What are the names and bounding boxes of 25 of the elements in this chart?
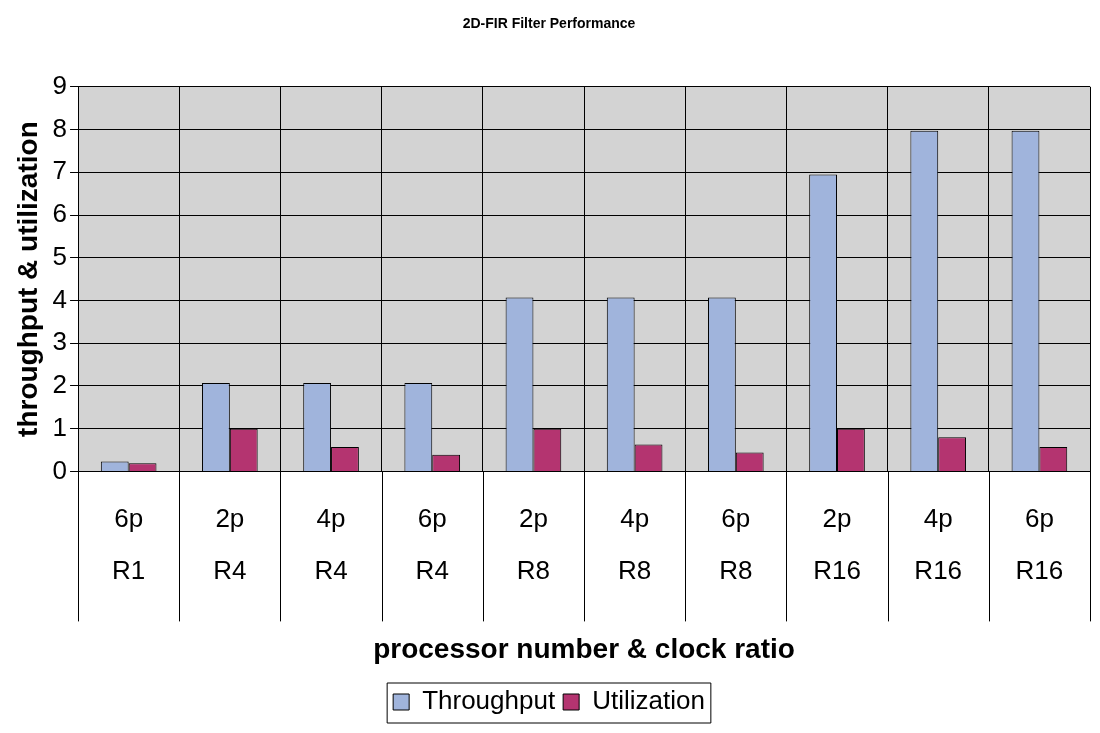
x-tick-label: 4p R8 (618, 502, 652, 585)
y-tick-label: 9 (52, 69, 68, 100)
x-tick-label: 2p R8 (516, 502, 551, 585)
y-axis-title: throughput & utilization (11, 121, 43, 437)
x-tick-label: 6p R16 (1015, 502, 1064, 585)
x-tick-label: 2p R16 (813, 502, 861, 585)
x-tick-label: 4p R16 (914, 502, 963, 585)
y-tick-label: 0 (52, 454, 68, 485)
y-tick-label: 8 (52, 112, 68, 143)
x-tick-label: 2p R4 (213, 502, 247, 585)
y-tick-label: 4 (52, 283, 68, 314)
legend-label: Throughput (422, 685, 556, 716)
y-tick-label: 5 (52, 240, 68, 271)
y-tick-label: 7 (52, 155, 68, 186)
y-tick-label: 2 (52, 369, 68, 400)
legend-label: Utilization (592, 685, 705, 716)
x-tick-label: 4p R4 (314, 502, 348, 585)
x-tick-label: 6p R4 (415, 502, 449, 585)
x-tick-label: 6p R8 (719, 502, 753, 585)
x-axis-title: processor number & clock ratio (373, 632, 795, 664)
chart-title: 2D-FIR Filter Performance (462, 15, 636, 32)
y-tick-label: 3 (52, 326, 68, 357)
y-tick-label: 6 (52, 198, 68, 229)
y-tick-label: 1 (52, 411, 68, 442)
x-tick-label: 6p R1 (112, 502, 146, 585)
